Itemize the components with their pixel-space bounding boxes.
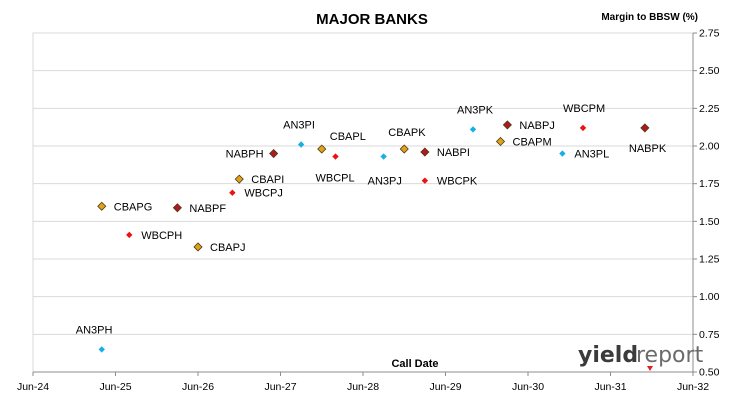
- x-tick-label: Jun-27: [264, 381, 296, 393]
- y-tick-label: 1.25: [699, 254, 720, 266]
- point-marker: [579, 124, 587, 132]
- y-axis-ticks: 0.50 0.75 1.00 1.25 1.50 1.75 2.00 2.25 2.50 2.75: [699, 28, 720, 379]
- x-tick-label: Jun-32: [677, 381, 709, 393]
- point-label: AN3PI: [283, 119, 315, 131]
- point-marker: [98, 346, 105, 353]
- x-tick-label: Jun-29: [429, 381, 461, 393]
- y-tick-label: 1.00: [699, 291, 720, 303]
- x-tick-label: Jun-24: [17, 381, 49, 393]
- point-label: WBCPH: [141, 230, 182, 242]
- logo-text-main: yield: [578, 343, 638, 368]
- x-tick-label: Jun-31: [594, 381, 626, 393]
- point-marker: [469, 126, 477, 133]
- point-label: CBAPG: [114, 201, 153, 213]
- point-marker: [97, 201, 107, 211]
- point-label: WBCPJ: [244, 188, 283, 200]
- y-tick-label: 2.00: [699, 141, 720, 153]
- y-tick-label: 0.50: [699, 367, 720, 379]
- point-marker: [495, 136, 506, 147]
- logo-text-sub: report: [636, 343, 704, 368]
- point-label: WBCPK: [437, 176, 478, 188]
- y-tick-label: 1.75: [699, 178, 720, 190]
- point-marker: [332, 153, 339, 160]
- point-labels: AN3PH AN3PI AN3PJ AN3PK AN3PL CBAPG CBAPJ CBAPI…: [76, 103, 667, 336]
- point-label: NABPF: [189, 203, 226, 215]
- y-tick-label: 2.75: [699, 28, 720, 40]
- y-tick-label: 2.25: [699, 103, 720, 115]
- point-marker: [640, 123, 650, 133]
- point-marker: [193, 242, 203, 252]
- point-label: AN3PH: [76, 324, 113, 336]
- data-points: [97, 120, 650, 353]
- point-marker: [559, 150, 566, 157]
- point-label: CBAPI: [251, 174, 284, 186]
- point-label: NABPI: [437, 147, 470, 159]
- point-label: AN3PL: [574, 149, 609, 161]
- point-label: CBAPJ: [210, 242, 245, 254]
- point-label: AN3PK: [457, 104, 494, 116]
- x-axis-title: Call Date: [391, 358, 438, 370]
- yieldreport-logo: yield report: [578, 343, 704, 371]
- point-label: WBCPL: [316, 173, 355, 185]
- point-marker: [297, 141, 305, 148]
- point-marker: [380, 153, 387, 160]
- point-marker: [269, 148, 279, 159]
- point-label: AN3PJ: [368, 176, 402, 188]
- x-tick-label: Jun-28: [347, 381, 379, 393]
- x-axis-ticks: Jun-24 Jun-25 Jun-26 Jun-27 Jun-28 Jun-29 Jun-…: [17, 381, 709, 393]
- x-tick-label: Jun-25: [99, 381, 131, 393]
- point-marker: [229, 189, 236, 196]
- point-label: NABPH: [226, 149, 264, 161]
- y-tick-label: 1.50: [699, 216, 720, 228]
- logo-accent-icon: [647, 366, 653, 371]
- y-tick-label: 2.50: [699, 65, 720, 77]
- x-tick-label: Jun-26: [182, 381, 214, 393]
- chart-title: MAJOR BANKS: [316, 11, 428, 28]
- point-marker: [420, 147, 430, 157]
- point-marker: [399, 144, 409, 154]
- point-marker: [126, 231, 133, 239]
- y-tick-label: 0.75: [699, 329, 720, 341]
- point-label: NABPK: [629, 143, 667, 155]
- point-label: CBAPL: [330, 131, 366, 143]
- point-label: NABPJ: [519, 120, 554, 132]
- point-label: CBAPK: [388, 127, 426, 139]
- point-marker: [421, 177, 429, 184]
- point-marker: [317, 144, 327, 154]
- point-label: WBCPM: [563, 103, 605, 115]
- x-tick-label: Jun-30: [512, 381, 544, 393]
- point-label: CBAPM: [513, 136, 552, 148]
- point-marker: [172, 203, 182, 213]
- point-marker: [502, 120, 512, 130]
- axes: [32, 32, 697, 376]
- point-marker: [234, 174, 244, 184]
- y-axis-title: Margin to BBSW (%): [601, 12, 698, 23]
